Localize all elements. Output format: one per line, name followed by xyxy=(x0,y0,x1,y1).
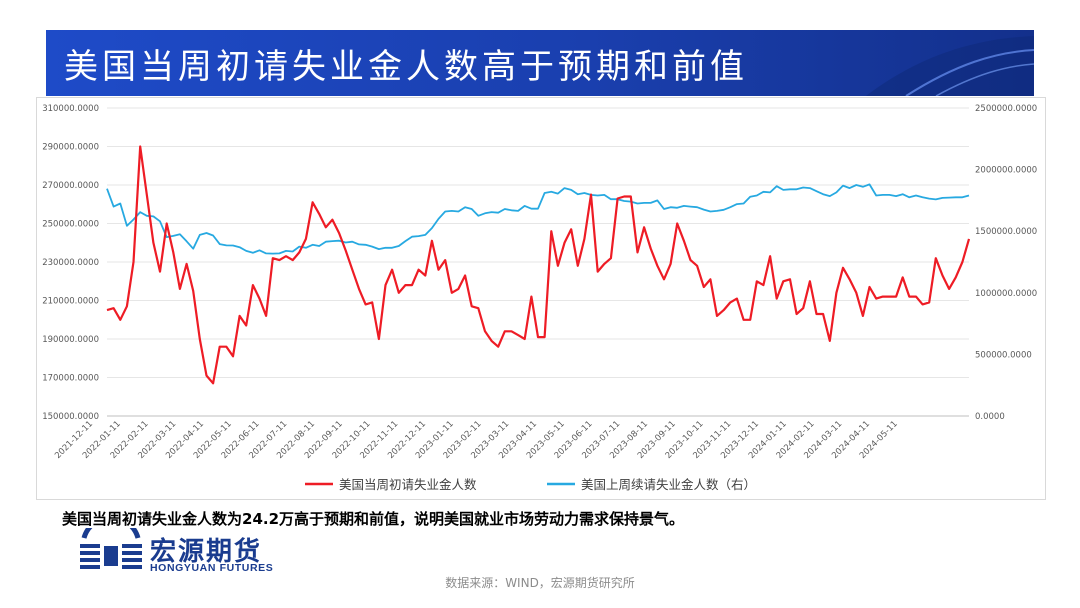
y-left-tick-label: 310000.0000 xyxy=(42,104,99,114)
y-right-tick-label: 2500000.0000 xyxy=(975,104,1037,114)
page-title: 美国当周初请失业金人数高于预期和前值 xyxy=(64,47,748,87)
dual-axis-line-chart: 150000.0000 170000.0000 190000.0000 210000.… xyxy=(42,104,1037,492)
y-left-tick-label: 250000.0000 xyxy=(42,220,99,230)
y-right-tick-label: 0.0000 xyxy=(975,412,1005,422)
y-right-tick-label: 1500000.0000 xyxy=(975,227,1037,237)
y-left-tick-label: 230000.0000 xyxy=(42,258,99,268)
y-left-tick-label: 290000.0000 xyxy=(42,143,99,153)
summary-text: 美国当周初请失业金人数为24.2万高于预期和前值，说明美国就业市场劳动力需求保持… xyxy=(62,510,685,528)
company-logo: 宏源期货 HONGYUAN FUTURES xyxy=(78,528,318,578)
y-left-tick-label: 190000.0000 xyxy=(42,335,99,345)
y-left-tick-label: 210000.0000 xyxy=(42,297,99,307)
legend-label-continuing-claims: 美国上周续请失业金人数（右） xyxy=(581,477,756,492)
y-right-tick-label: 2000000.0000 xyxy=(975,166,1037,176)
data-source: 数据来源：WIND，宏源期货研究所 xyxy=(445,576,635,590)
chart-panel: 150000.0000 170000.0000 190000.0000 210000.… xyxy=(36,97,1046,500)
logo-emblem-icon xyxy=(80,528,142,570)
series-line-initial-claims xyxy=(106,145,971,385)
logo-name-cn: 宏源期货 xyxy=(150,537,263,567)
logo-name-en: HONGYUAN FUTURES xyxy=(150,562,274,574)
y-left-tick-label: 170000.0000 xyxy=(42,374,99,384)
series-line-continuing-claims xyxy=(106,183,970,255)
title-banner: 美国当周初请失业金人数高于预期和前值 xyxy=(46,30,1034,96)
y-left-tick-label: 270000.0000 xyxy=(42,181,99,191)
y-right-tick-label: 500000.0000 xyxy=(975,350,1032,360)
legend-label-initial-claims: 美国当周初请失业金人数 xyxy=(339,477,477,492)
banner-background xyxy=(46,30,1034,96)
y-right-tick-label: 1000000.0000 xyxy=(975,289,1037,299)
y-left-tick-label: 150000.0000 xyxy=(42,412,99,422)
